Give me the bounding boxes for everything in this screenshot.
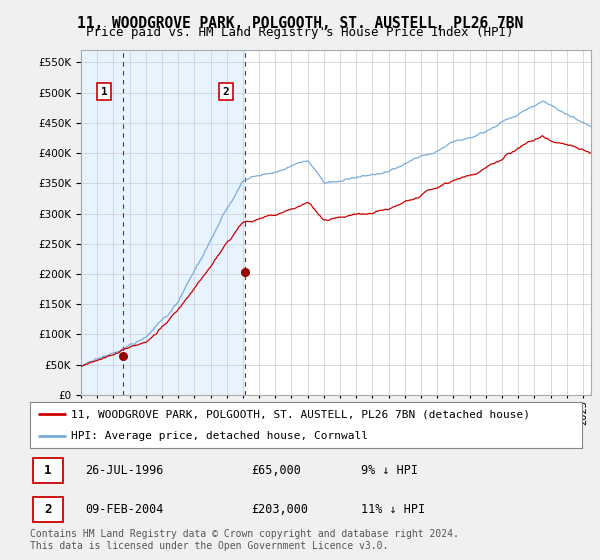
Text: 11, WOODGROVE PARK, POLGOOTH, ST. AUSTELL, PL26 7BN (detached house): 11, WOODGROVE PARK, POLGOOTH, ST. AUSTEL… (71, 409, 530, 419)
Text: 1: 1 (44, 464, 52, 477)
Text: 26-JUL-1996: 26-JUL-1996 (85, 464, 164, 477)
Text: 2: 2 (223, 87, 229, 97)
Text: 11, WOODGROVE PARK, POLGOOTH, ST. AUSTELL, PL26 7BN: 11, WOODGROVE PARK, POLGOOTH, ST. AUSTEL… (77, 16, 523, 31)
Text: £203,000: £203,000 (251, 503, 308, 516)
Text: 2: 2 (44, 503, 52, 516)
FancyBboxPatch shape (33, 497, 63, 522)
FancyBboxPatch shape (33, 458, 63, 483)
Text: HPI: Average price, detached house, Cornwall: HPI: Average price, detached house, Corn… (71, 431, 368, 441)
Text: 11% ↓ HPI: 11% ↓ HPI (361, 503, 425, 516)
Text: £65,000: £65,000 (251, 464, 301, 477)
Text: 9% ↓ HPI: 9% ↓ HPI (361, 464, 418, 477)
Text: 1: 1 (101, 87, 107, 97)
Text: Price paid vs. HM Land Registry's House Price Index (HPI): Price paid vs. HM Land Registry's House … (86, 26, 514, 39)
Text: Contains HM Land Registry data © Crown copyright and database right 2024.
This d: Contains HM Land Registry data © Crown c… (30, 529, 459, 551)
Bar (81, 50, 245, 395)
Text: 09-FEB-2004: 09-FEB-2004 (85, 503, 164, 516)
